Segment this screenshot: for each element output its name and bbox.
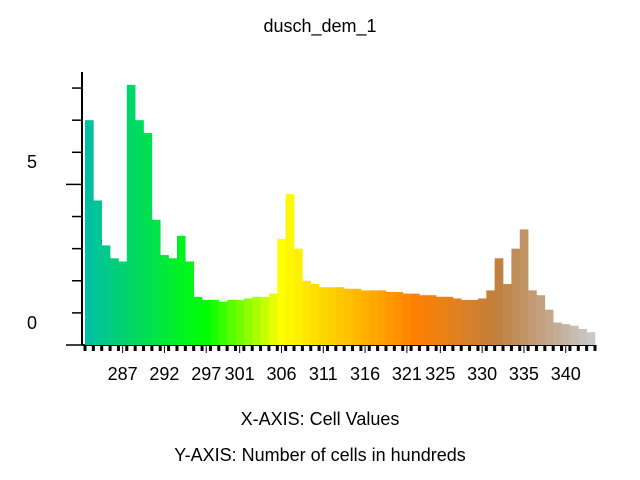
bar — [193, 296, 203, 345]
bar — [519, 229, 529, 345]
bar — [319, 287, 328, 345]
bar — [452, 298, 462, 345]
bar — [185, 261, 194, 345]
bar — [210, 300, 220, 345]
bar — [302, 280, 312, 345]
bar — [327, 287, 337, 345]
bar — [511, 248, 521, 345]
x-tick-label: 321 — [392, 364, 422, 384]
bar — [469, 300, 479, 345]
bar — [461, 300, 470, 345]
x-tick-label: 292 — [149, 364, 179, 384]
bar — [377, 290, 387, 345]
y-axis-label: Y-AXIS: Number of cells in hundreds — [174, 445, 465, 465]
x-tick-label: 306 — [266, 364, 296, 384]
chart-title: dusch_dem_1 — [263, 16, 376, 37]
bar — [477, 298, 487, 345]
bar — [436, 296, 445, 345]
bar — [118, 261, 128, 345]
bar — [126, 84, 136, 346]
bar — [143, 133, 153, 345]
x-tick-label: 316 — [350, 364, 380, 384]
bar — [419, 295, 429, 345]
bar — [285, 194, 295, 345]
bar — [553, 322, 562, 345]
bar — [218, 301, 228, 345]
y-tick-label: 5 — [27, 152, 37, 172]
x-tick-label: 301 — [225, 364, 255, 384]
x-tick-label: 287 — [108, 364, 138, 384]
bar — [427, 295, 437, 345]
bar — [176, 235, 186, 345]
x-tick-label: 311 — [309, 364, 338, 384]
bar — [93, 200, 103, 345]
y-tick-label: 0 — [27, 313, 37, 333]
bar — [528, 290, 537, 345]
bar — [335, 287, 345, 345]
bar — [503, 283, 512, 345]
bar — [135, 120, 144, 345]
bar — [444, 296, 454, 345]
bar — [101, 245, 111, 345]
x-axis-label: X-AXIS: Cell Values — [241, 409, 400, 429]
bar — [227, 300, 236, 345]
bar — [202, 300, 211, 345]
bar — [151, 219, 161, 345]
bar — [578, 328, 587, 345]
bar — [268, 293, 278, 345]
bar — [369, 290, 378, 345]
bar — [544, 309, 554, 345]
x-tick-label: 297 — [191, 364, 221, 384]
bar — [85, 120, 94, 345]
bar — [260, 296, 270, 345]
bar — [561, 324, 571, 345]
x-tick-label: 335 — [509, 364, 539, 384]
bar — [294, 248, 303, 345]
bar — [411, 293, 420, 345]
bar — [344, 288, 353, 345]
bar — [277, 239, 286, 345]
bar — [110, 258, 119, 345]
bar — [310, 283, 320, 345]
x-tick-label: 330 — [467, 364, 497, 384]
bar — [494, 258, 504, 345]
bar — [486, 290, 495, 345]
bar — [536, 295, 546, 345]
bar — [360, 290, 370, 345]
bar — [385, 292, 395, 345]
bar — [569, 325, 579, 345]
bar — [402, 293, 412, 345]
x-tick-label: 325 — [425, 364, 455, 384]
bar — [160, 255, 169, 345]
bar — [352, 288, 362, 345]
bar — [586, 332, 596, 345]
bar — [243, 298, 253, 345]
bar — [252, 296, 261, 345]
bar — [168, 258, 178, 345]
bar — [394, 292, 404, 345]
x-tick-label: 340 — [551, 364, 581, 384]
bar — [235, 300, 245, 345]
